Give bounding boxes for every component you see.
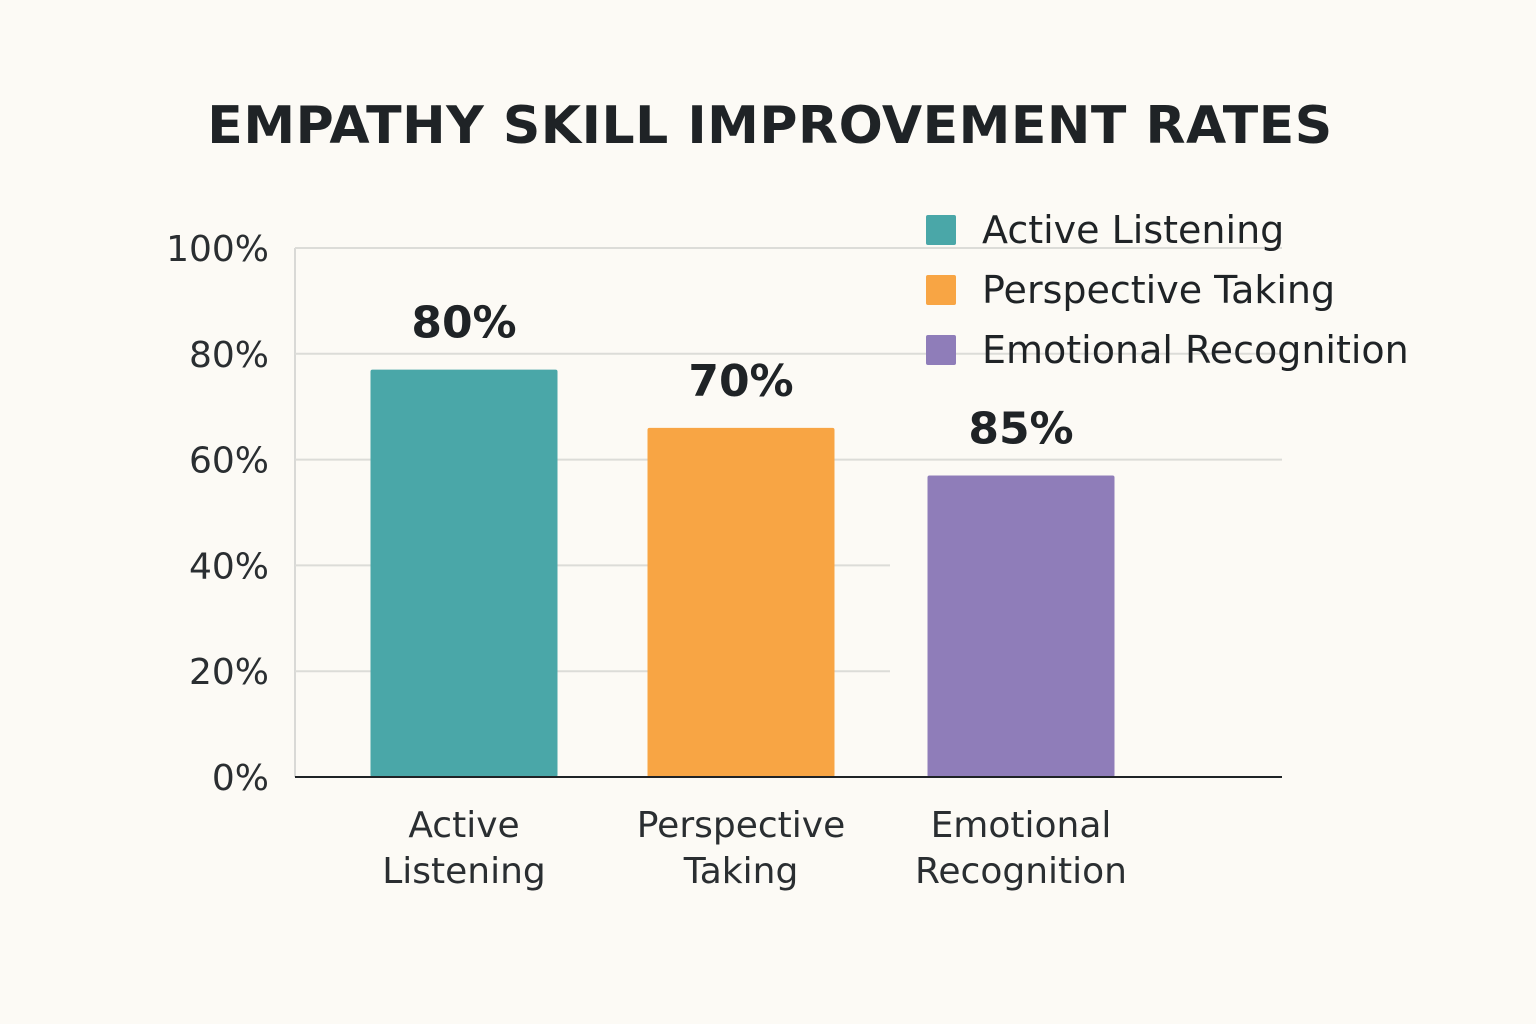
bar [370,369,558,777]
y-tick-label: 20% [189,652,269,693]
legend-item-active-listening: Active Listening [926,200,1409,260]
legend-label: Perspective Taking [982,268,1336,312]
y-tick-label: 60% [189,441,269,482]
bar [927,475,1115,777]
x-tick-label: Emotional [931,805,1112,846]
legend-swatch [926,215,956,245]
chart-title: EMPATHY SKILL IMPROVEMENT RATES [207,96,1333,156]
bar [647,427,835,777]
data-label: 80% [411,298,516,349]
y-tick-label: 80% [189,335,269,376]
data-label: 85% [968,403,1073,454]
x-tick-label: Taking [683,851,799,892]
legend-label: Emotional Recognition [982,328,1409,372]
data-label: 70% [688,356,793,407]
legend-swatch [926,275,956,305]
y-tick-label: 40% [189,546,269,587]
legend-swatch [926,335,956,365]
x-tick-label: Recognition [915,851,1127,892]
x-tick-label: Listening [382,851,546,892]
legend-label: Active Listening [982,208,1285,252]
legend-item-emotional-recognition: Emotional Recognition [926,320,1409,380]
y-tick-label: 0% [212,758,269,799]
legend-item-perspective-taking: Perspective Taking [926,260,1409,320]
x-tick-label: Active [408,805,519,846]
y-tick-label: 100% [166,229,269,270]
x-tick-label: Perspective [637,805,846,846]
legend: Active Listening Perspective Taking Emot… [926,200,1409,380]
